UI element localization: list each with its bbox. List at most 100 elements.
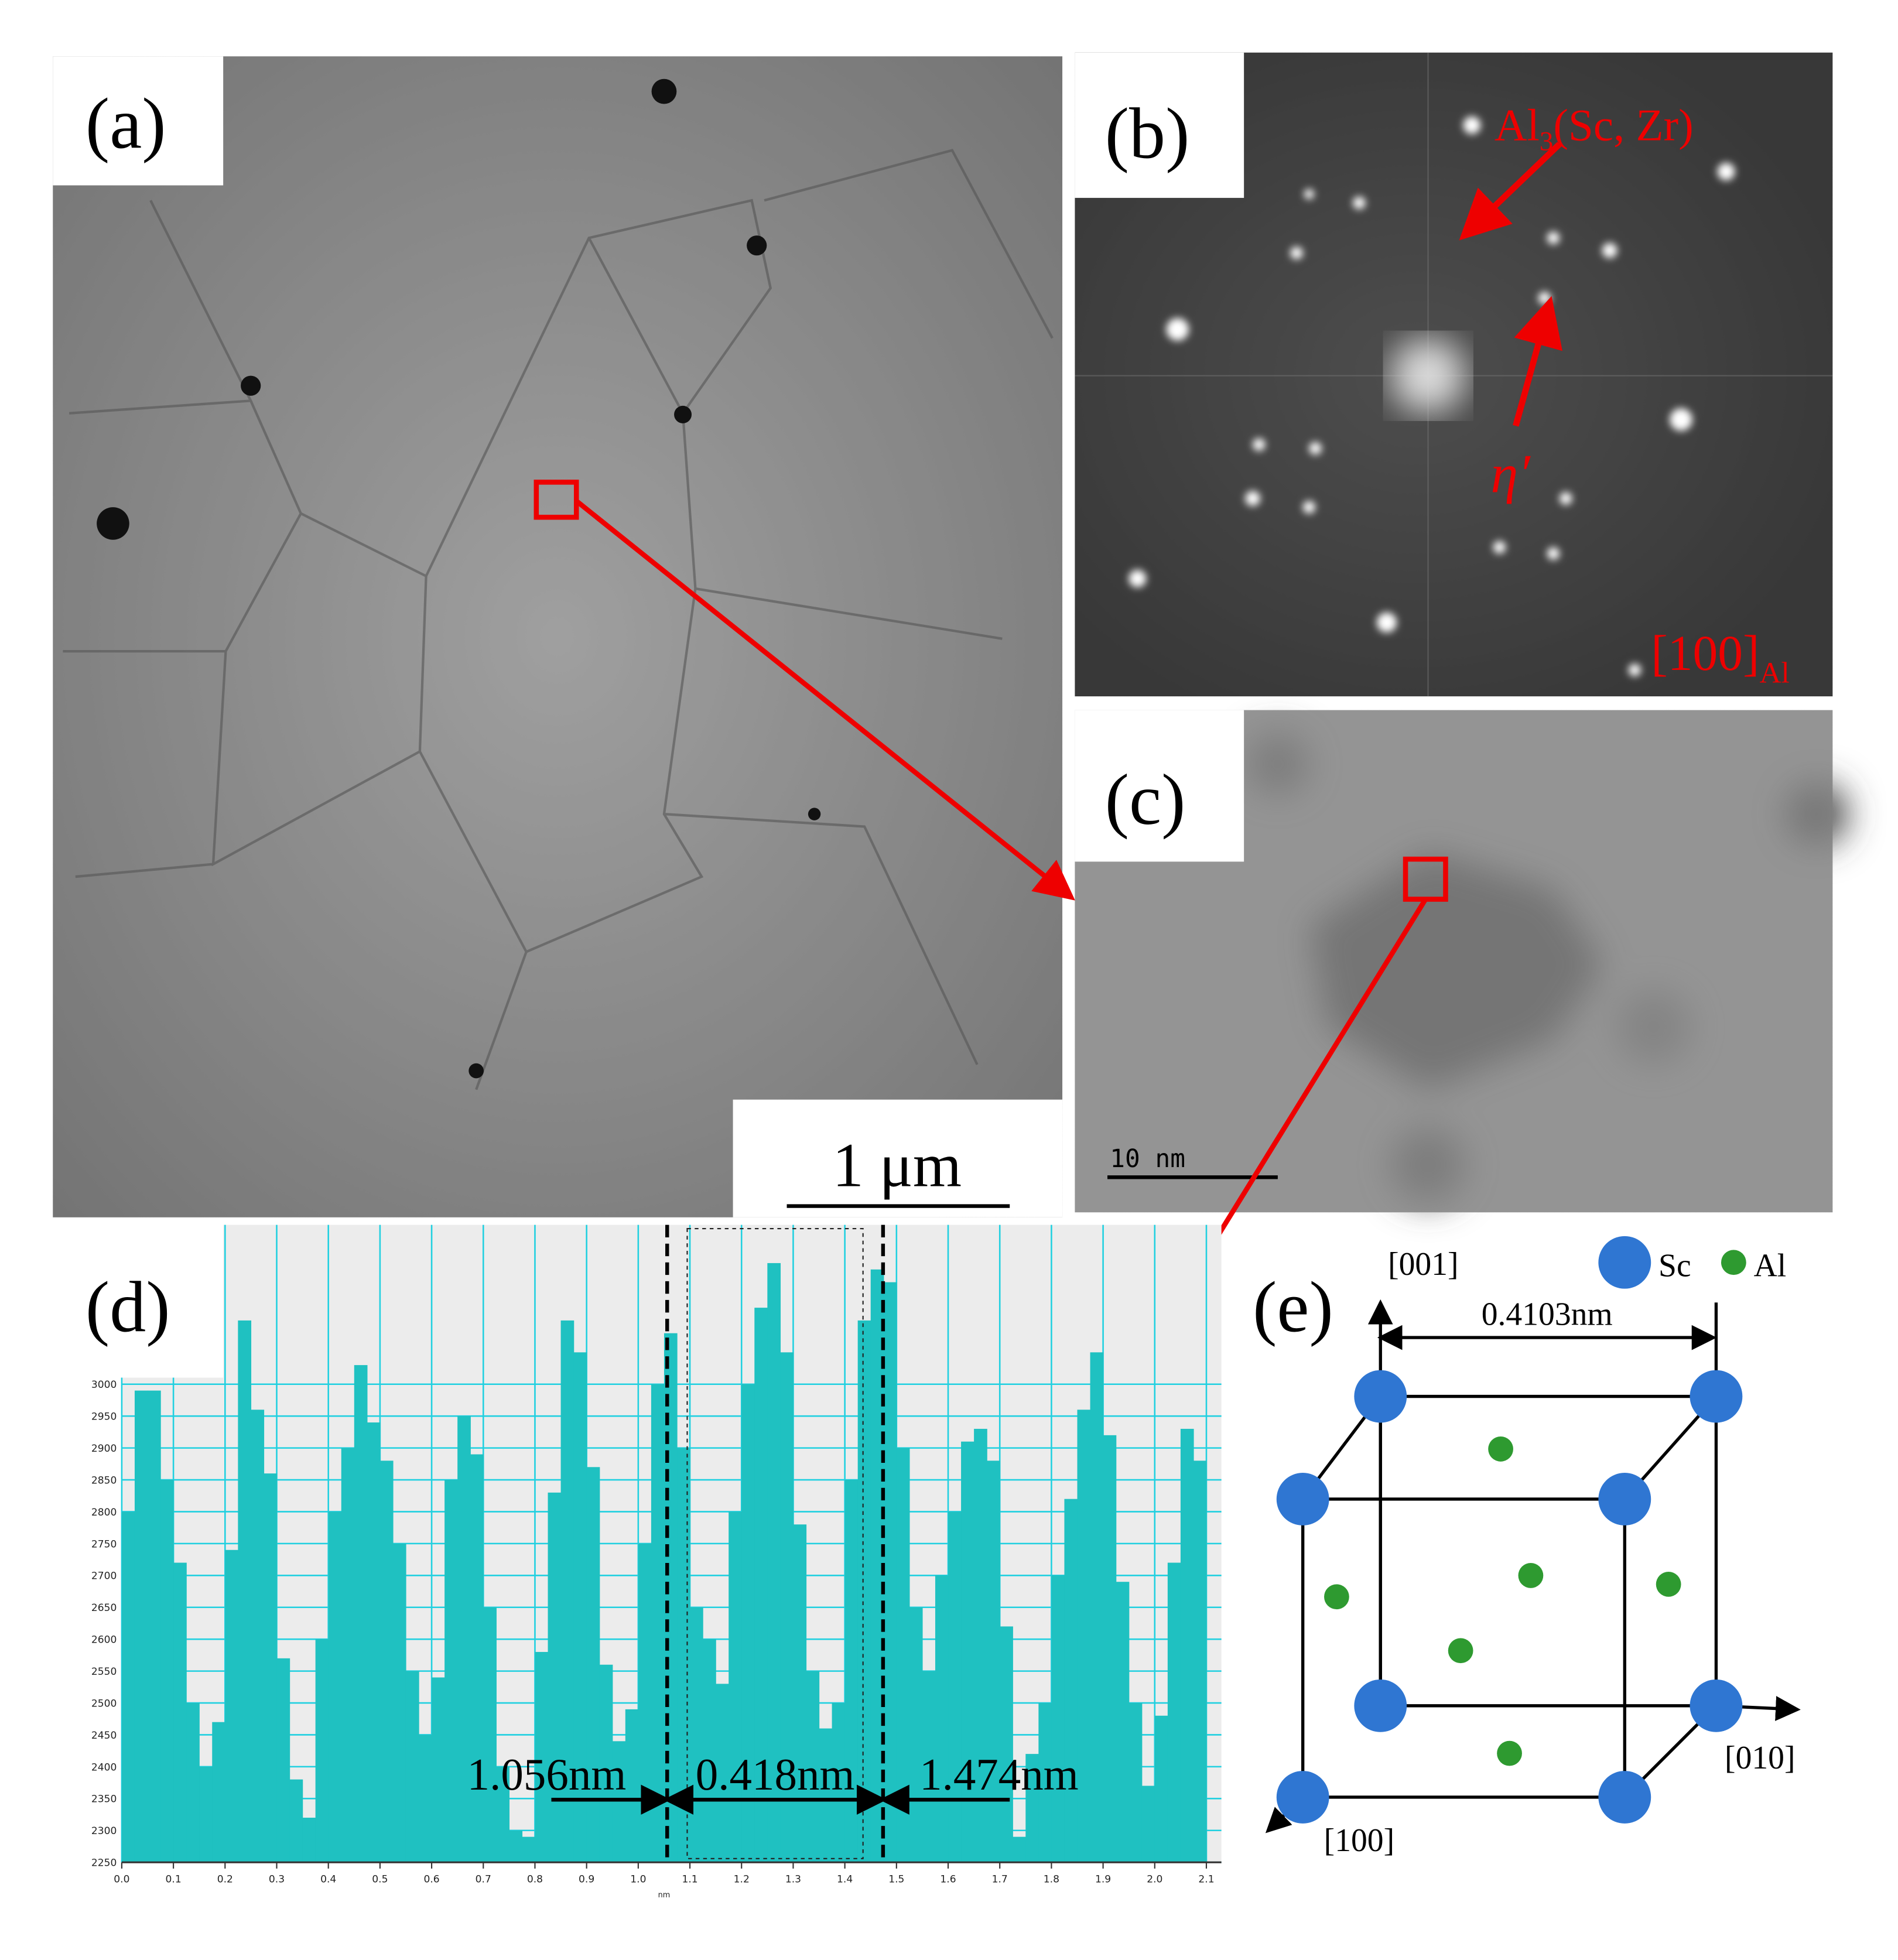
bar — [664, 1333, 678, 1863]
legend-label: Al — [1754, 1247, 1787, 1284]
scale-bar-label: 10 nm — [1110, 1144, 1185, 1174]
x-tick-label: 0.1 — [166, 1873, 182, 1885]
x-tick-label: 1.0 — [630, 1873, 646, 1885]
y-tick-label: 2750 — [91, 1538, 117, 1550]
bar — [586, 1467, 600, 1863]
bar — [444, 1480, 458, 1863]
scale-box — [733, 1099, 1063, 1217]
bar — [1141, 1785, 1155, 1863]
x-tick-label: 0.7 — [476, 1873, 491, 1885]
zone-axis: [100]Al — [1651, 625, 1790, 689]
bar — [1167, 1562, 1181, 1863]
panel-label: (e) — [1253, 1266, 1333, 1347]
x-tick-label: 1.9 — [1095, 1873, 1111, 1885]
panel-e: (e) [001] Sc Al 0.4103nm [010] [100] — [1253, 1236, 1801, 1859]
x-tick-label: 0.0 — [114, 1873, 129, 1885]
bar — [883, 1282, 897, 1863]
particles — [97, 78, 821, 1079]
lattice-label: 0.4103nm — [1482, 1297, 1613, 1333]
axis-label: [100] — [1324, 1822, 1394, 1859]
bar — [483, 1607, 497, 1863]
bar — [509, 1830, 523, 1863]
y-tick-label: 2550 — [91, 1666, 117, 1678]
panel-d: 2250 2300 2350 2400 2450 2500 2550 2600 2650 2700… — [50, 1221, 1222, 1900]
bar — [767, 1263, 781, 1863]
zoom-arrow — [574, 499, 1075, 901]
bar — [470, 1454, 484, 1863]
bar — [1116, 1582, 1130, 1863]
bar — [289, 1779, 303, 1863]
precipitate-label: Al3(Sc, Zr) — [1495, 100, 1694, 157]
axis-label: [001] — [1388, 1246, 1458, 1282]
bar — [974, 1428, 987, 1863]
y-tick-label: 2450 — [91, 1730, 117, 1742]
bar — [651, 1384, 665, 1863]
bar — [535, 1651, 549, 1863]
bar — [522, 1836, 536, 1863]
bar — [1077, 1410, 1091, 1863]
x-tick-label: 0.3 — [269, 1873, 285, 1885]
bar — [548, 1492, 562, 1863]
y-tick-label: 2250 — [91, 1858, 117, 1869]
bar — [638, 1543, 652, 1863]
x-tick-label: 1.4 — [837, 1873, 853, 1885]
bar — [599, 1664, 613, 1863]
bar — [1154, 1715, 1168, 1863]
x-tick-label: 1.2 — [734, 1873, 750, 1885]
x-tick-label: 0.2 — [217, 1873, 233, 1885]
bar — [315, 1639, 329, 1863]
axis-label: [010] — [1725, 1740, 1795, 1776]
bar — [729, 1511, 742, 1863]
bar — [1000, 1626, 1013, 1863]
y-tick-label: 2900 — [91, 1443, 117, 1455]
annotation: 0.418nm — [696, 1749, 855, 1800]
bar — [935, 1575, 949, 1863]
al-atoms — [1324, 1250, 1746, 1766]
bar — [1193, 1460, 1207, 1863]
bar — [212, 1722, 225, 1863]
annotation: 1.056nm — [467, 1749, 627, 1800]
bar — [173, 1562, 187, 1863]
bar — [302, 1817, 316, 1863]
roi-box — [534, 480, 579, 520]
center-spot — [1390, 338, 1466, 413]
bar — [625, 1709, 639, 1863]
bar — [367, 1422, 381, 1863]
bar — [754, 1308, 768, 1863]
y-tick-label: 2400 — [91, 1761, 117, 1773]
bar — [392, 1543, 406, 1863]
bar — [793, 1524, 807, 1863]
diffraction-spots — [1128, 116, 1735, 676]
scale-bar-label: 1 μm — [832, 1131, 962, 1200]
x-tick-label: 0.6 — [423, 1873, 439, 1885]
y-tick-label: 2950 — [91, 1411, 117, 1423]
bar — [264, 1473, 278, 1863]
bar — [948, 1511, 962, 1863]
x-tick-label: 0.5 — [372, 1873, 388, 1885]
bar — [341, 1448, 355, 1863]
bar — [844, 1480, 859, 1863]
y-tick-label: 2350 — [91, 1794, 117, 1805]
x-tick-label: 1.5 — [888, 1873, 904, 1885]
bar — [1180, 1428, 1194, 1863]
panel-label: (c) — [1105, 759, 1186, 840]
bar — [870, 1269, 884, 1863]
bar — [186, 1703, 200, 1863]
bar — [251, 1410, 265, 1863]
bar — [276, 1658, 290, 1863]
bar — [457, 1416, 471, 1863]
bar — [199, 1766, 213, 1863]
bar — [1128, 1703, 1143, 1863]
bar — [432, 1677, 445, 1863]
bar — [896, 1448, 910, 1863]
texture — [53, 56, 1063, 1217]
panel-label: (d) — [86, 1266, 170, 1347]
bar — [1051, 1575, 1065, 1863]
bar — [560, 1320, 574, 1863]
bar — [1103, 1435, 1117, 1863]
bar — [134, 1390, 148, 1863]
bar — [987, 1460, 1000, 1863]
arrow — [1459, 142, 1562, 241]
bar — [379, 1460, 394, 1863]
bar — [405, 1671, 419, 1863]
